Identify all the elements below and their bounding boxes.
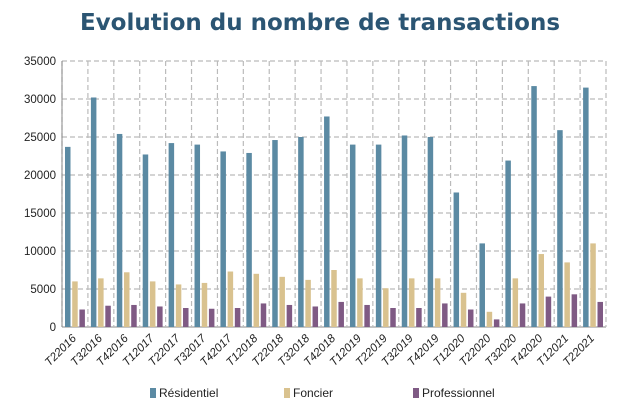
bar [460, 292, 467, 327]
bar [194, 144, 201, 327]
bar [124, 272, 130, 327]
bar [442, 303, 448, 327]
bar [557, 130, 563, 327]
bar [564, 262, 570, 327]
bar [79, 309, 85, 327]
bar [253, 273, 260, 327]
bars [65, 86, 603, 327]
y-axis: 0 5000 10000 15000 20000 25000 30000 35000 [24, 56, 56, 334]
bar [142, 154, 149, 327]
bar [545, 296, 552, 327]
bar [175, 284, 182, 327]
bar [375, 144, 382, 327]
chart-title: Evolution du nombre de transactions [80, 10, 560, 36]
bar [493, 319, 500, 327]
bar [383, 288, 389, 327]
bar [72, 281, 78, 327]
bar [590, 243, 596, 327]
legend-label: Résidentiel [159, 386, 218, 400]
bar [479, 243, 485, 327]
bar [286, 304, 293, 327]
bar [531, 86, 537, 327]
bar [338, 301, 344, 327]
bar [324, 116, 330, 327]
bar [349, 144, 356, 327]
bar [157, 306, 163, 327]
bar [331, 270, 337, 327]
bar [357, 278, 363, 327]
legend-swatch [150, 388, 156, 398]
bar [183, 308, 189, 327]
bar [260, 303, 267, 327]
y-tick-label: 30000 [24, 94, 56, 106]
y-tick-label: 35000 [24, 56, 56, 68]
legend-swatch [284, 388, 290, 398]
bar [220, 151, 226, 327]
bar [246, 152, 252, 327]
legend-label: Professionnel [422, 386, 495, 400]
x-axis: T22016T32016T42016T12017T22017T32017T420… [43, 332, 597, 368]
bar [571, 294, 578, 327]
bar [272, 140, 278, 327]
bar [401, 135, 408, 327]
bar [505, 160, 511, 327]
bar [98, 278, 104, 327]
bar [390, 308, 396, 327]
bar [597, 301, 603, 327]
y-tick-label: 0 [50, 322, 56, 334]
bar [364, 304, 370, 327]
legend-label: Foncier [293, 386, 333, 400]
bar [105, 305, 111, 327]
y-tick-label: 10000 [24, 246, 56, 258]
bar [583, 87, 589, 327]
bar [467, 309, 474, 327]
bar [416, 308, 422, 327]
y-tick-label: 5000 [30, 284, 56, 296]
bar [486, 311, 493, 327]
bar [453, 192, 460, 327]
bar [312, 306, 319, 327]
bar [208, 308, 215, 327]
bar [149, 281, 156, 327]
bar [427, 137, 434, 327]
bar [116, 133, 123, 327]
y-tick-label: 15000 [24, 208, 56, 220]
y-tick-label: 25000 [24, 132, 56, 144]
legend: Résidentiel Foncier Professionnel [150, 386, 495, 400]
bar [408, 278, 415, 327]
bar [90, 97, 97, 327]
bar [234, 308, 241, 327]
bar [201, 282, 208, 327]
bar [227, 271, 234, 327]
legend-swatch [413, 388, 419, 398]
bar [298, 137, 304, 327]
bar [519, 303, 526, 327]
chart-grid [61, 60, 607, 328]
bar [168, 143, 175, 327]
bar [512, 278, 519, 327]
bar [131, 304, 137, 327]
bar [538, 254, 544, 327]
bar [305, 279, 311, 327]
bar [434, 278, 441, 327]
bar [65, 146, 71, 327]
bar [279, 276, 285, 327]
y-tick-label: 20000 [24, 170, 56, 182]
